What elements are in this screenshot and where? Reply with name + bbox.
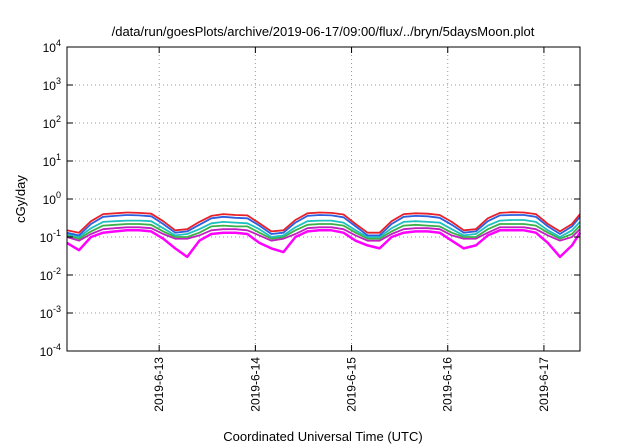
x-tick-label: 2019-6-15 bbox=[345, 357, 359, 412]
x-tick-label: 2019-6-17 bbox=[537, 357, 551, 412]
grid bbox=[67, 47, 580, 351]
series-line-4 bbox=[66, 223, 581, 240]
chart-title: /data/run/goesPlots/archive/2019-06-17/0… bbox=[112, 24, 535, 39]
y-tick-label: 10-1 bbox=[40, 228, 61, 245]
y-tick-label: 10-4 bbox=[40, 342, 61, 359]
y-tick-label: 102 bbox=[43, 114, 61, 131]
y-axis-label: cGy/day bbox=[13, 175, 28, 223]
y-tick-label: 10-3 bbox=[40, 304, 61, 321]
y-tick-label: 104 bbox=[43, 38, 61, 55]
series-line-1 bbox=[66, 211, 581, 234]
x-tick-label: 2019-6-13 bbox=[152, 357, 166, 412]
series-lines bbox=[66, 211, 582, 259]
y-tick-label: 103 bbox=[43, 76, 61, 93]
x-tick-label: 2019-6-14 bbox=[248, 357, 262, 412]
y-tick-label: 10-2 bbox=[40, 266, 61, 283]
x-axis-label: Coordinated Universal Time (UTC) bbox=[223, 429, 422, 444]
y-axis: 10-4 10-3 10-2 10-1 100 101 102 103 104 bbox=[40, 38, 580, 359]
y-tick-label: 100 bbox=[43, 190, 61, 207]
series-line-6 bbox=[66, 229, 582, 259]
series-line-2 bbox=[66, 214, 581, 237]
x-axis: 2019-6-13 2019-6-14 2019-6-15 2019-6-16 2019… bbox=[152, 47, 551, 412]
series-line-5 bbox=[66, 226, 581, 242]
series-line-3 bbox=[66, 219, 581, 238]
x-tick-label: 2019-6-16 bbox=[441, 357, 455, 412]
y-tick-label: 101 bbox=[43, 152, 61, 169]
